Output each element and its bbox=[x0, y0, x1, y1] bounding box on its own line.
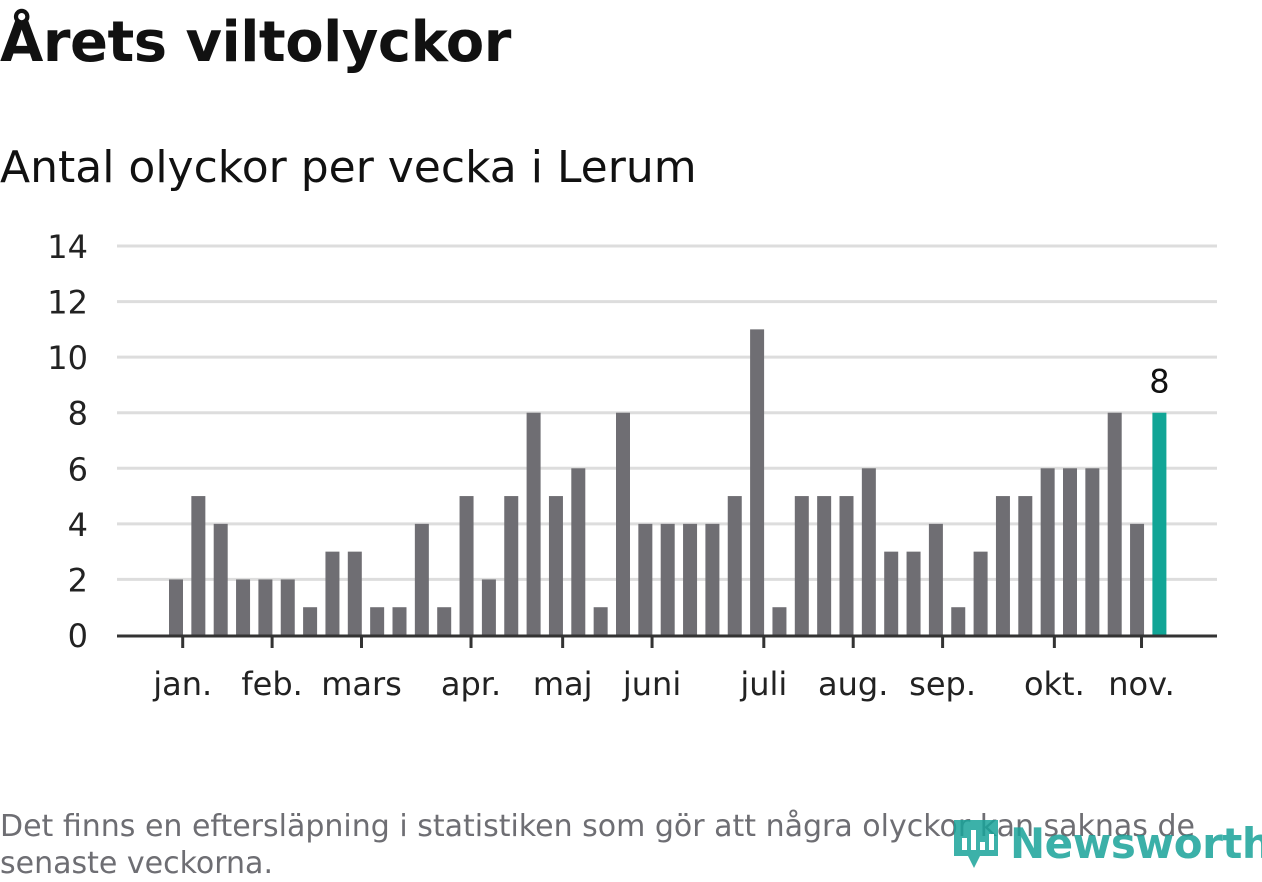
bar-highlighted bbox=[1152, 412, 1167, 635]
x-tick-label: apr. bbox=[441, 665, 501, 703]
bar bbox=[638, 523, 653, 635]
x-tick-label: aug. bbox=[818, 665, 888, 703]
bar bbox=[169, 579, 183, 635]
newsworthy-logo[interactable]: Newsworthy bbox=[950, 816, 1262, 870]
bar bbox=[973, 551, 988, 635]
bar bbox=[504, 496, 519, 635]
x-tick-label: jan. bbox=[152, 665, 212, 703]
bar bbox=[884, 551, 899, 635]
bar bbox=[1085, 468, 1100, 635]
x-tick-label: okt. bbox=[1024, 665, 1085, 703]
bar bbox=[705, 523, 720, 635]
chart-subtitle: Antal olyckor per vecka i Lerum bbox=[0, 142, 697, 193]
bar bbox=[995, 496, 1010, 635]
bar bbox=[236, 579, 251, 635]
bar bbox=[750, 329, 765, 635]
bar bbox=[213, 523, 228, 635]
chart-title: Årets viltolyckor bbox=[0, 10, 511, 75]
bar bbox=[928, 523, 943, 635]
axes bbox=[117, 634, 1217, 648]
bar bbox=[593, 607, 608, 635]
bar bbox=[414, 523, 429, 635]
bar bbox=[258, 579, 273, 635]
gridlines bbox=[117, 244, 1217, 581]
x-tick-label: juni bbox=[622, 665, 681, 703]
y-tick-label: 2 bbox=[68, 561, 88, 599]
bar bbox=[1040, 468, 1055, 635]
y-tick-label: 0 bbox=[68, 617, 88, 655]
bar bbox=[1063, 468, 1077, 635]
x-tick-label: nov. bbox=[1108, 665, 1174, 703]
bar bbox=[191, 496, 206, 635]
bar bbox=[303, 607, 318, 635]
bar bbox=[616, 412, 630, 635]
bar bbox=[571, 468, 586, 635]
bar bbox=[660, 523, 675, 635]
bar bbox=[1130, 523, 1145, 635]
bar bbox=[325, 551, 340, 635]
bar bbox=[794, 496, 809, 635]
bar bbox=[951, 607, 966, 635]
bar bbox=[347, 551, 362, 635]
bar-chart-logo-icon bbox=[954, 820, 998, 868]
last-value-label: 8 bbox=[1149, 363, 1169, 401]
bar bbox=[1018, 496, 1033, 635]
y-tick-label: 6 bbox=[68, 450, 88, 488]
bar bbox=[817, 496, 832, 635]
bar bbox=[437, 607, 452, 635]
bar bbox=[683, 523, 698, 635]
bar bbox=[772, 607, 787, 635]
y-tick-label: 10 bbox=[47, 339, 88, 377]
x-tick-label: feb. bbox=[241, 665, 302, 703]
bar bbox=[861, 468, 876, 635]
y-tick-label: 14 bbox=[47, 228, 88, 266]
bar bbox=[459, 496, 474, 635]
logo-text: Newsworthy bbox=[1010, 818, 1262, 868]
y-tick-label: 12 bbox=[47, 284, 88, 322]
x-tick-label: maj bbox=[533, 665, 593, 703]
y-tick-label: 4 bbox=[68, 506, 88, 544]
x-tick-label: juli bbox=[739, 665, 787, 703]
bar bbox=[280, 579, 295, 635]
bars bbox=[169, 329, 1167, 635]
x-tick-label: sep. bbox=[909, 665, 976, 703]
bar bbox=[481, 579, 496, 635]
x-tick-label: mars bbox=[321, 665, 402, 703]
bar bbox=[526, 412, 541, 635]
bar bbox=[548, 496, 563, 635]
bar bbox=[727, 496, 742, 635]
bar bbox=[370, 607, 385, 635]
bar bbox=[839, 496, 854, 635]
bar bbox=[906, 551, 921, 635]
labels: 0 2 4 6 8 10 12 14 8 jan. feb. mars apr. maj juni juli a… bbox=[47, 228, 1174, 703]
bar bbox=[1107, 412, 1122, 635]
y-tick-label: 8 bbox=[68, 395, 88, 433]
bar bbox=[392, 607, 407, 635]
